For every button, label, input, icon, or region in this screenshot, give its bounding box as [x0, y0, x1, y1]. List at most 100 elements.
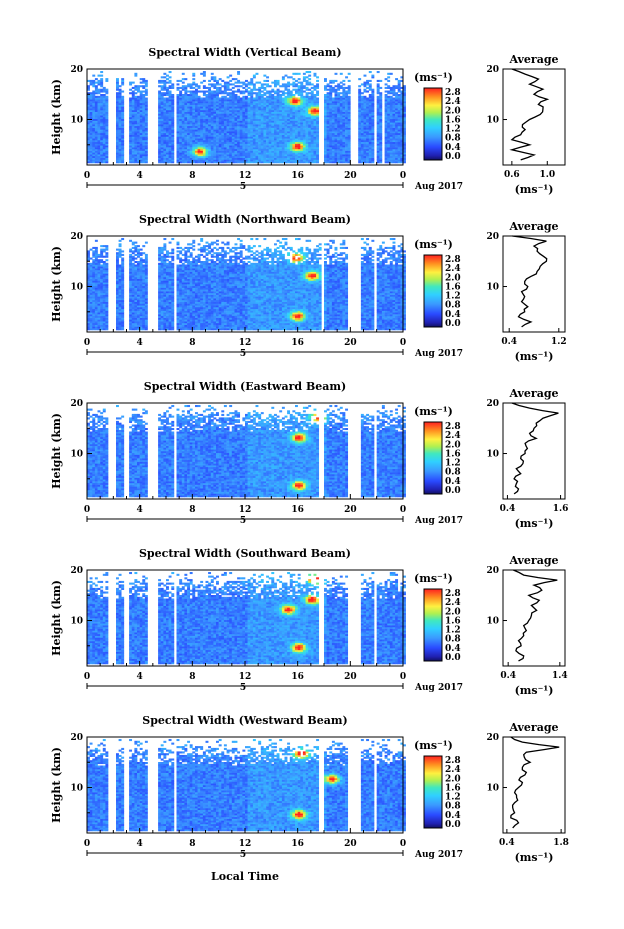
heatmap-cell [310, 86, 314, 89]
heatmap-cell [181, 125, 185, 128]
heatmap-cell [331, 120, 335, 123]
heatmap-cell [181, 159, 185, 162]
heatmap-cell [184, 148, 188, 151]
heatmap-cell [274, 111, 277, 114]
heatmap-cell [255, 104, 259, 107]
heatmap-cell [168, 92, 172, 95]
heatmap-cell [260, 118, 264, 121]
heatmap-cell [339, 136, 343, 139]
heatmap-cell [102, 143, 106, 146]
heatmap-cell [231, 115, 235, 118]
heatmap-cell [289, 141, 293, 144]
heatmap-cell [144, 159, 148, 162]
heatmap-cell [305, 131, 309, 134]
heatmap-cell [268, 141, 272, 144]
heatmap-cell [116, 132, 119, 135]
heatmap-cell [302, 85, 306, 88]
heatmap-cell [195, 95, 198, 98]
heatmap-cell [308, 108, 312, 111]
heatmap-cell [297, 134, 301, 137]
heatmap-cell [339, 81, 343, 84]
heatmap-cell [284, 136, 288, 139]
heatmap-cell [263, 122, 267, 125]
heatmap-cell [200, 157, 204, 160]
heatmap-cell [363, 115, 367, 118]
heatmap-cell [263, 104, 267, 107]
heatmap-cell [121, 78, 125, 81]
heatmap-cell [176, 117, 180, 120]
heatmap-cell [105, 140, 109, 143]
heatmap-cell [181, 132, 185, 135]
heatmap-cell [384, 127, 388, 130]
heatmap-cell [358, 154, 362, 157]
heatmap-cell [189, 148, 193, 151]
heatmap-cell [92, 134, 96, 137]
heatmap-cell [144, 117, 148, 120]
heatmap-cell [168, 97, 172, 100]
heatmap-cell [392, 148, 396, 151]
heatmap-cell [221, 152, 225, 155]
heatmap-cell [289, 140, 293, 143]
heatmap-cell [366, 134, 370, 137]
heatmap-cell [366, 99, 370, 102]
heatmap-cell [118, 115, 122, 118]
heatmap-cell [118, 113, 122, 116]
heatmap-cell [371, 94, 375, 97]
heatmap-cell [221, 85, 225, 88]
heatmap-cell [255, 109, 259, 112]
heatmap-cell [87, 127, 90, 130]
heatmap-cell [308, 154, 312, 157]
heatmap-cell [337, 104, 341, 107]
heatmap-cell [302, 122, 306, 125]
heatmap-cell [213, 150, 217, 153]
heatmap-cell [97, 90, 101, 93]
heatmap-cell [89, 324, 93, 327]
heatmap-cell [92, 262, 96, 265]
heatmap-cell [226, 134, 230, 137]
heatmap-cell [255, 147, 259, 150]
heatmap-cell [339, 125, 343, 128]
heatmap-cell [142, 147, 146, 150]
heatmap-cell [160, 79, 164, 82]
heatmap-cell [181, 78, 185, 81]
heatmap-cell [210, 147, 214, 150]
heatmap-cell [345, 108, 349, 111]
heatmap-cell [102, 154, 106, 157]
heatmap-cell [268, 152, 272, 155]
heatmap-cell [176, 136, 180, 139]
heatmap-cell [279, 129, 283, 132]
heatmap-cell [131, 145, 135, 148]
heatmap-cell [189, 108, 193, 111]
heatmap-cell [163, 143, 167, 146]
heatmap-cell [89, 122, 93, 125]
heatmap-cell [302, 120, 306, 123]
heatmap-cell [163, 83, 167, 86]
heatmap-cell [195, 115, 198, 118]
heatmap-cell [358, 111, 362, 114]
heatmap-cell [218, 92, 222, 95]
heatmap-cell [295, 102, 298, 105]
heatmap-cell [305, 132, 309, 135]
heatmap-cell [102, 104, 106, 107]
heatmap-cell [384, 138, 388, 141]
heatmap-cell [295, 108, 298, 111]
heatmap-cell [258, 106, 262, 109]
heatmap-cell [139, 99, 143, 102]
heatmap-cell [387, 127, 391, 130]
heatmap-cell [195, 118, 198, 121]
heatmap-cell [205, 155, 209, 158]
heatmap-cell [302, 113, 306, 116]
heatmap-cell [205, 129, 209, 132]
heatmap-cell [237, 108, 241, 111]
heatmap-cell [245, 138, 248, 141]
heatmap-cell [200, 115, 204, 118]
heatmap-cell [300, 120, 304, 123]
heatmap-cell [276, 109, 280, 112]
heatmap-cell [239, 124, 243, 127]
heatmap-cell [139, 140, 143, 143]
heatmap-cell [97, 136, 101, 139]
heatmap-cell [97, 269, 101, 272]
heatmap-cell [252, 141, 256, 144]
heatmap-cell [271, 117, 275, 120]
heatmap-cell [242, 95, 246, 98]
